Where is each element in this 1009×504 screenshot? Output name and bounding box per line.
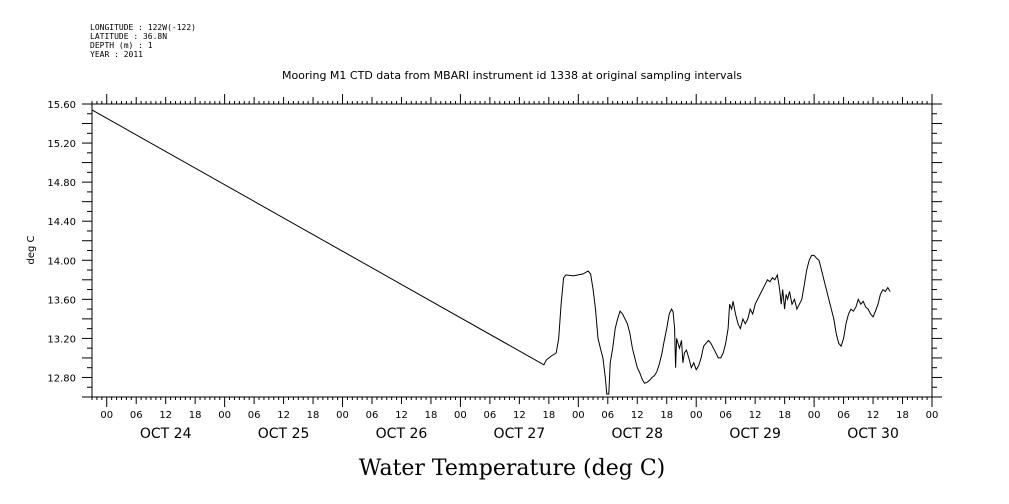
- y-tick-label: 14.40: [47, 217, 76, 228]
- year-text: YEAR : 2011: [90, 50, 143, 59]
- x-tick-label: 00: [690, 410, 703, 421]
- latitude-text: LATITUDE : 36.8N: [90, 32, 167, 41]
- day-label: OCT 30: [847, 426, 899, 442]
- x-tick-label: 12: [867, 410, 880, 421]
- day-label: OCT 28: [611, 426, 663, 442]
- y-tick-label: 14.80: [47, 178, 76, 189]
- y-tick-label: 13.20: [47, 334, 76, 345]
- day-label: OCT 27: [494, 426, 546, 442]
- x-tick-label: 18: [425, 410, 438, 421]
- x-tick-label: 12: [277, 410, 290, 421]
- x-tick-label: 18: [189, 410, 202, 421]
- series-line: [91, 109, 891, 395]
- x-tick-label: 06: [719, 410, 732, 421]
- plot-frame: [91, 103, 933, 398]
- day-label: OCT 26: [376, 426, 428, 442]
- x-tick-label: 12: [749, 410, 762, 421]
- day-label: OCT 25: [258, 426, 310, 442]
- x-tick-label: 18: [896, 410, 909, 421]
- x-axis: 00 06 12 18 00 06 12 18 00 06 12 18 00 06 12 18 00 06 12 18…: [91, 397, 939, 442]
- x-tick-label: 18: [660, 410, 673, 421]
- x-tick-label: 00: [572, 410, 585, 421]
- y-tick-label: 13.60: [47, 295, 76, 306]
- x-axis-title: Water Temperature (deg C): [359, 456, 666, 481]
- chart-title: Mooring M1 CTD data from MBARI instrumen…: [282, 69, 742, 82]
- header-info: LONGITUDE : 122W(-122) LATITUDE : 36.8N …: [90, 23, 196, 59]
- x-tick-label: 00: [218, 410, 231, 421]
- x-tick-label: 00: [454, 410, 467, 421]
- y-axis-right: [932, 103, 942, 398]
- x-tick-label: 06: [366, 410, 379, 421]
- x-tick-label: 12: [513, 410, 526, 421]
- longitude-text: LONGITUDE : 122W(-122): [90, 23, 196, 32]
- depth-text: DEPTH (m) : 1: [90, 41, 153, 50]
- x-tick-label: 00: [336, 410, 349, 421]
- x-tick-label: 18: [778, 410, 791, 421]
- y-tick-label: 15.60: [47, 100, 76, 111]
- x-tick-label: 06: [248, 410, 261, 421]
- x-tick-label: 12: [159, 410, 172, 421]
- y-tick-label: 15.20: [47, 139, 76, 150]
- x-tick-label: 18: [542, 410, 555, 421]
- y-tick-label: 12.80: [47, 373, 76, 384]
- x-tick-label: 00: [926, 410, 939, 421]
- x-axis-top: [91, 94, 933, 104]
- x-tick-label: 06: [837, 410, 850, 421]
- x-tick-label: 00: [100, 410, 113, 421]
- y-axis: 15.60 15.20 14.80 14.40 14.00 13.60 13.20 12.80: [47, 100, 92, 398]
- x-tick-label: 12: [395, 410, 408, 421]
- day-label: OCT 29: [729, 426, 781, 442]
- x-tick-label: 06: [601, 410, 614, 421]
- day-label: OCT 24: [140, 426, 192, 442]
- x-tick-label: 00: [808, 410, 821, 421]
- y-tick-label: 14.00: [47, 256, 76, 267]
- x-tick-label: 12: [631, 410, 644, 421]
- x-tick-label: 06: [484, 410, 497, 421]
- x-tick-label: 18: [307, 410, 320, 421]
- x-tick-label: 06: [130, 410, 143, 421]
- y-axis-label: deg C: [26, 235, 37, 264]
